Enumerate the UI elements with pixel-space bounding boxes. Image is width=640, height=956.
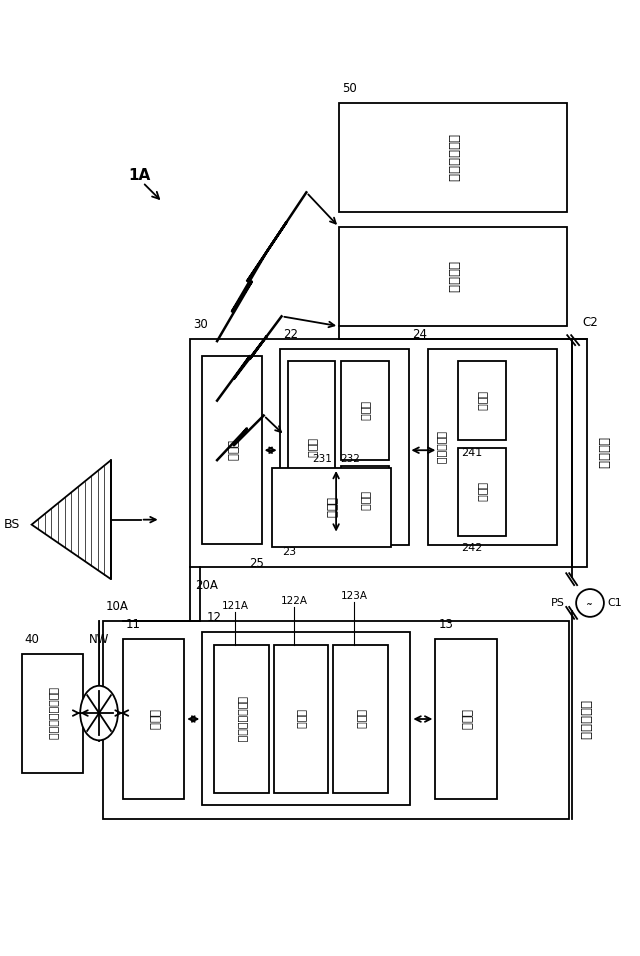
Bar xyxy=(458,361,506,441)
Text: 20A: 20A xyxy=(195,579,218,592)
Text: 通信部: 通信部 xyxy=(225,440,239,461)
Text: 40: 40 xyxy=(25,633,40,645)
Text: NW: NW xyxy=(89,633,109,645)
Bar xyxy=(458,448,506,535)
Text: 25: 25 xyxy=(249,557,264,571)
Text: 取得部: 取得部 xyxy=(296,709,306,729)
Bar xyxy=(271,468,390,548)
Text: 23: 23 xyxy=(282,548,297,557)
Text: 測位部: 測位部 xyxy=(324,497,338,518)
Text: C1: C1 xyxy=(608,598,623,608)
Text: レピータ: レピータ xyxy=(447,261,460,293)
Ellipse shape xyxy=(80,685,118,740)
Text: 処理部: 処理部 xyxy=(355,709,365,729)
Bar xyxy=(339,228,567,326)
Circle shape xyxy=(576,589,604,617)
Text: 121A: 121A xyxy=(221,601,248,611)
Bar xyxy=(339,103,567,212)
Bar xyxy=(435,639,497,799)
Bar xyxy=(428,349,557,546)
Text: 13: 13 xyxy=(438,618,453,631)
Text: PS: PS xyxy=(551,598,565,608)
Bar xyxy=(333,644,388,793)
Bar xyxy=(123,639,184,799)
Text: 231: 231 xyxy=(312,454,332,464)
Text: BS: BS xyxy=(3,518,20,532)
Bar xyxy=(280,349,408,546)
Text: 12: 12 xyxy=(206,611,221,624)
Bar xyxy=(202,632,410,805)
Text: 記憶部: 記憶部 xyxy=(460,708,472,729)
Text: 123A: 123A xyxy=(340,591,367,601)
Text: 241: 241 xyxy=(461,448,483,458)
Text: 11: 11 xyxy=(126,618,141,631)
Text: 30: 30 xyxy=(193,318,208,331)
Bar xyxy=(214,644,269,793)
Text: 出力部: 出力部 xyxy=(360,490,370,511)
Text: 測定部: 測定部 xyxy=(360,401,370,421)
Text: 監視機器: 監視機器 xyxy=(596,437,609,469)
Text: 122A: 122A xyxy=(281,596,308,606)
Text: 制御部: 制御部 xyxy=(307,438,316,458)
Text: 通信部: 通信部 xyxy=(147,708,160,729)
Bar xyxy=(341,361,388,460)
Text: $\~{}$: $\~{}$ xyxy=(587,596,593,610)
Text: 22: 22 xyxy=(284,328,298,341)
Text: 供給部: 供給部 xyxy=(477,391,487,410)
Text: 10A: 10A xyxy=(106,599,129,613)
Bar xyxy=(287,361,335,534)
Text: 242: 242 xyxy=(461,543,483,554)
Text: C2: C2 xyxy=(582,316,598,329)
Text: 50: 50 xyxy=(342,82,357,96)
Text: ホスト装置: ホスト装置 xyxy=(579,700,591,740)
Bar xyxy=(103,620,569,819)
Bar xyxy=(190,339,587,567)
Text: コマンド生成部: コマンド生成部 xyxy=(236,696,246,742)
Text: 無線通信端末: 無線通信端末 xyxy=(447,134,460,182)
Text: 電源管理部: 電源管理部 xyxy=(435,431,445,464)
Bar xyxy=(274,644,328,793)
Text: コンピュータ装置: コンピュータ装置 xyxy=(47,686,58,740)
Bar xyxy=(22,654,83,772)
Bar xyxy=(202,356,262,545)
Text: 24: 24 xyxy=(412,328,428,341)
Text: 切替部: 切替部 xyxy=(477,482,487,502)
Bar xyxy=(341,467,388,535)
Text: 232: 232 xyxy=(340,454,360,464)
Text: 1A: 1A xyxy=(128,167,150,183)
